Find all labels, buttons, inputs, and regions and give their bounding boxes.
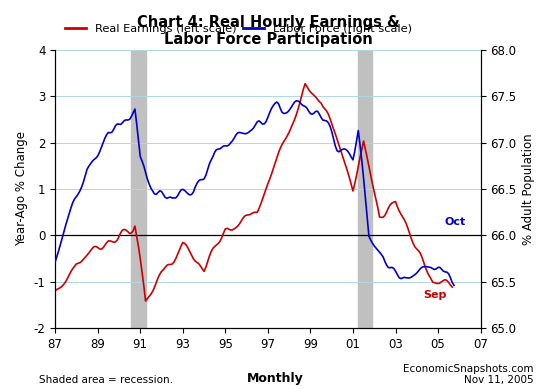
Title: Chart 4: Real Hourly Earnings &
Labor Force Participation: Chart 4: Real Hourly Earnings & Labor Fo… xyxy=(136,15,399,47)
Text: Oct: Oct xyxy=(444,217,466,227)
Y-axis label: % Adult Population: % Adult Population xyxy=(522,133,535,245)
Text: EconomicSnapshots.com
Nov 11, 2005: EconomicSnapshots.com Nov 11, 2005 xyxy=(403,363,534,385)
Legend: Real Earnings (left scale), Labor Force (right scale): Real Earnings (left scale), Labor Force … xyxy=(61,19,416,39)
Text: Shaded area = recession.: Shaded area = recession. xyxy=(39,375,173,385)
Text: Monthly: Monthly xyxy=(246,372,304,385)
Text: Sep: Sep xyxy=(423,290,447,300)
Bar xyxy=(358,50,372,328)
Bar xyxy=(131,50,146,328)
Y-axis label: Year-Ago % Change: Year-Ago % Change xyxy=(15,131,28,247)
